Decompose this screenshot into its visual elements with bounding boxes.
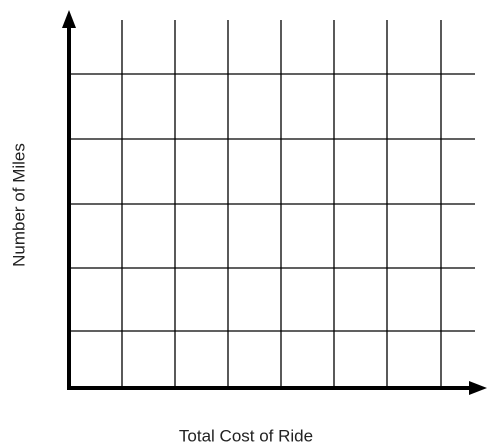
y-axis-label: Number of Miles bbox=[9, 143, 28, 267]
x-axis-label: Total Cost of Ride bbox=[179, 426, 313, 445]
y-axis-arrow bbox=[62, 10, 76, 28]
x-axis-arrow bbox=[469, 381, 487, 395]
grid bbox=[69, 20, 475, 388]
